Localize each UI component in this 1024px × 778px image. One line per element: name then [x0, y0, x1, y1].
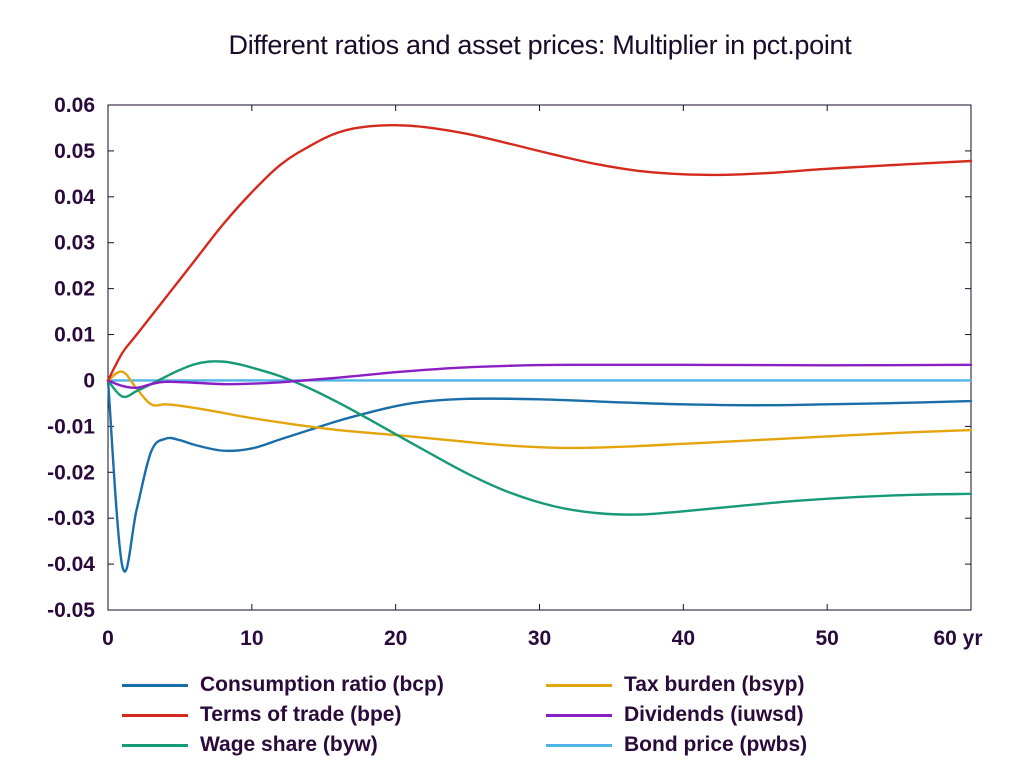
x-tick-label-5: 50 — [815, 627, 838, 650]
axis-ticks — [107, 104, 972, 611]
series-line-wage-share-byw — [106, 360, 973, 516]
y-tick-label-0: 0.06 — [54, 94, 95, 117]
chart-title: Different ratios and asset prices: Multi… — [228, 30, 852, 60]
series-line-dividends-iuwsd — [106, 363, 973, 390]
x-tick-label-1: 10 — [240, 627, 263, 650]
y-tick-label-1: 0.05 — [54, 140, 95, 163]
x-tick-label-4: 40 — [672, 627, 695, 650]
y-tick-label-2: 0.04 — [54, 186, 95, 209]
y-axis-tick-labels: 0.06 0.05 0.04 0.03 0.02 0.01 0 -0.01 -0.02 -0.03… — [47, 94, 95, 622]
x-tick-label-2: 20 — [384, 627, 407, 650]
y-tick-label-10: -0.04 — [47, 553, 95, 576]
y-tick-label-9: -0.03 — [47, 507, 95, 530]
series-line-tax-burden-bsyp — [106, 370, 973, 450]
plot-frame — [107, 104, 972, 611]
y-tick-label-7: -0.01 — [47, 415, 95, 438]
y-tick-label-3: 0.03 — [54, 232, 95, 255]
y-tick-label-6: 0 — [83, 369, 95, 392]
y-tick-label-11: -0.05 — [47, 599, 95, 622]
x-tick-label-6: 60 yr — [933, 627, 982, 650]
series-line-consumption-ratio-bcp — [106, 379, 973, 573]
x-tick-label-0: 0 — [102, 627, 114, 650]
y-tick-label-8: -0.02 — [47, 461, 95, 484]
series-line-terms-of-trade-bpe — [106, 123, 973, 382]
series-lines — [106, 123, 973, 573]
y-tick-label-4: 0.02 — [54, 278, 95, 301]
x-tick-label-3: 30 — [528, 627, 551, 650]
x-axis-tick-labels: 0 10 20 30 40 50 60 yr — [102, 627, 982, 650]
y-tick-label-5: 0.01 — [54, 324, 95, 347]
